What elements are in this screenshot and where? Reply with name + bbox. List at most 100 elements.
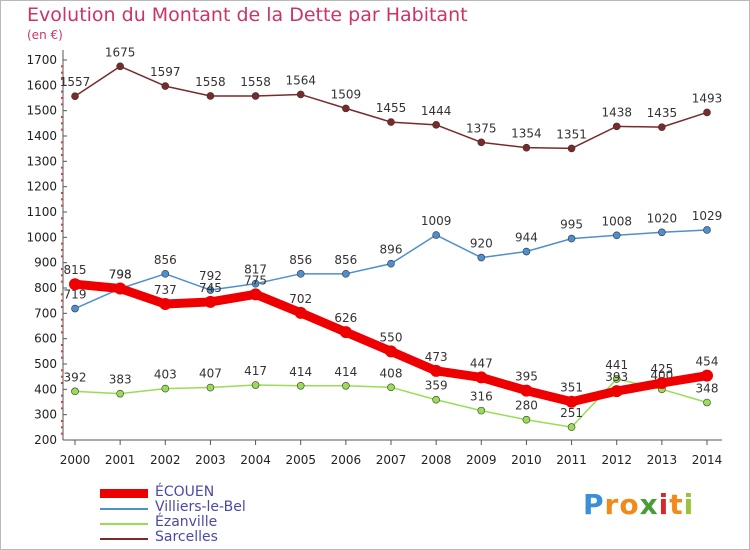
y-minor-tick	[61, 217, 63, 220]
data-label-sarcelles: 1375	[466, 121, 497, 135]
data-point-ecouen	[339, 326, 352, 339]
x-tick-label: 2000	[60, 453, 91, 467]
y-minor-tick	[61, 426, 63, 429]
y-minor-tick	[61, 432, 63, 435]
data-point-ecouen	[655, 377, 668, 389]
data-label-sarcelles: 1455	[376, 101, 407, 115]
data-point-villiers-le-bel	[161, 270, 170, 278]
y-tick-label: 1300	[26, 154, 57, 168]
data-point-sarcelles	[522, 143, 531, 152]
x-tick-label: 2011	[556, 453, 587, 467]
data-point-sarcelles	[387, 118, 395, 126]
data-point-ezanville	[477, 406, 486, 415]
y-minor-tick	[61, 293, 63, 296]
data-point-villiers-le-bel	[477, 253, 486, 262]
data-label-ezanville: 408	[380, 366, 403, 380]
y-minor-tick	[61, 369, 63, 372]
y-minor-tick	[61, 103, 63, 106]
data-label-ecouen: 798	[109, 268, 132, 282]
data-label-villiers-le-bel: 817	[244, 263, 267, 277]
data-label-ezanville: 251	[560, 406, 583, 420]
data-point-ecouen	[610, 385, 623, 398]
y-minor-tick	[61, 268, 63, 270]
y-tick-label: 200	[34, 433, 57, 447]
y-minor-tick	[61, 154, 63, 156]
x-tick-label: 2008	[421, 453, 452, 467]
y-tick-label: 500	[34, 357, 57, 371]
x-tick-label: 2006	[331, 453, 362, 467]
data-label-sarcelles: 1509	[331, 87, 362, 101]
data-label-sarcelles: 1564	[285, 73, 316, 87]
legend-label: Ézanville	[155, 514, 218, 530]
logo-letter: o	[619, 488, 640, 521]
data-label-villiers-le-bel: 856	[334, 253, 357, 267]
data-label-ezanville: 441	[605, 358, 628, 372]
data-point-villiers-le-bel	[522, 247, 531, 256]
data-point-sarcelles	[477, 138, 486, 147]
data-point-villiers-le-bel	[432, 231, 440, 239]
y-minor-tick	[61, 90, 63, 93]
data-point-villiers-le-bel	[387, 259, 395, 268]
y-minor-tick	[61, 223, 63, 226]
data-point-ecouen	[204, 295, 217, 308]
y-tick-label: 1200	[26, 180, 57, 194]
x-tick-label: 2007	[376, 453, 407, 467]
data-label-ezanville: 383	[109, 373, 132, 387]
data-label-villiers-le-bel: 719	[64, 288, 87, 302]
y-minor-tick	[61, 204, 63, 207]
y-minor-tick	[61, 255, 63, 258]
data-label-sarcelles: 1351	[556, 127, 587, 141]
data-point-villiers-le-bel	[703, 226, 711, 234]
x-tick-label: 2001	[105, 453, 136, 467]
data-label-sarcelles: 1438	[601, 105, 632, 119]
y-minor-tick	[61, 331, 63, 334]
data-point-villiers-le-bel	[296, 270, 305, 278]
data-point-ezanville	[296, 381, 305, 390]
data-point-ecouen	[430, 364, 443, 377]
legend-swatch	[100, 538, 148, 540]
data-label-sarcelles: 1557	[60, 75, 91, 89]
x-tick-label: 2014	[692, 453, 723, 467]
y-tick-label: 1700	[26, 53, 57, 67]
x-tick-label: 2010	[511, 453, 542, 467]
data-label-ecouen: 447	[470, 356, 493, 370]
legend-swatch	[100, 489, 148, 498]
y-minor-tick	[61, 65, 63, 68]
data-point-ezanville	[612, 375, 621, 383]
data-point-ecouen	[159, 297, 172, 310]
data-label-sarcelles: 1493	[692, 91, 723, 105]
data-label-villiers-le-bel: 1009	[421, 214, 452, 228]
data-point-sarcelles	[71, 92, 79, 101]
data-point-ezanville	[71, 387, 79, 396]
data-label-villiers-le-bel: 995	[560, 218, 583, 232]
data-point-sarcelles	[296, 90, 305, 99]
data-point-sarcelles	[432, 121, 440, 129]
data-label-sarcelles: 1675	[105, 45, 136, 59]
y-minor-tick	[61, 122, 63, 125]
logo-letter: i	[683, 488, 695, 521]
y-tick-label: 600	[34, 332, 57, 346]
y-tick-label: 1000	[26, 230, 57, 244]
y-tick-label: 400	[34, 382, 57, 396]
y-minor-tick	[61, 166, 63, 169]
data-label-villiers-le-bel: 896	[380, 243, 403, 257]
data-label-ecouen: 454	[696, 355, 719, 369]
data-point-ezanville	[251, 381, 260, 389]
data-point-ezanville	[432, 395, 440, 404]
y-minor-tick	[61, 147, 63, 150]
data-point-villiers-le-bel	[658, 228, 666, 237]
data-point-villiers-le-bel	[251, 279, 260, 288]
data-point-ezanville	[387, 383, 395, 392]
data-label-ezanville: 392	[64, 370, 87, 384]
y-tick-label: 700	[34, 306, 57, 320]
data-label-ecouen: 775	[244, 273, 267, 287]
legend-swatch	[100, 523, 148, 525]
y-tick-label: 800	[34, 281, 57, 295]
data-label-ecouen: 473	[425, 350, 448, 364]
data-point-ezanville	[703, 398, 711, 407]
y-minor-tick	[61, 306, 63, 308]
data-label-sarcelles: 1558	[240, 75, 271, 89]
data-point-ezanville	[161, 384, 170, 393]
